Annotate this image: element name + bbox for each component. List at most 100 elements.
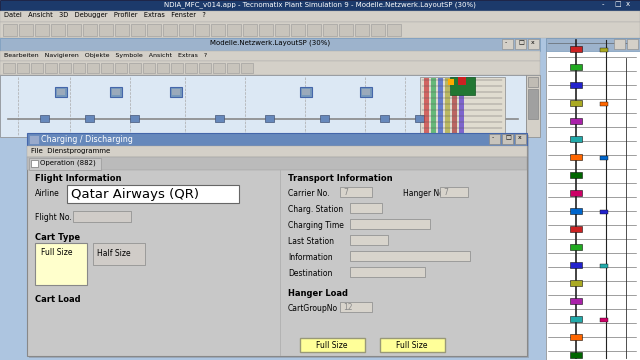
- Text: Modelle.Netzwerk.LayoutSP (30%): Modelle.Netzwerk.LayoutSP (30%): [210, 40, 330, 46]
- Bar: [17, 63, 29, 73]
- Bar: [0, 51, 540, 61]
- Bar: [163, 24, 177, 36]
- Bar: [40, 115, 49, 122]
- Text: Qatar Airways (QR): Qatar Airways (QR): [71, 188, 199, 201]
- Bar: [73, 211, 131, 222]
- Bar: [31, 160, 38, 167]
- Bar: [528, 89, 538, 119]
- Bar: [415, 115, 424, 122]
- Bar: [115, 24, 129, 36]
- Bar: [515, 39, 526, 49]
- Text: Last Station: Last Station: [288, 237, 334, 246]
- Bar: [627, 39, 638, 49]
- Bar: [73, 63, 85, 73]
- Bar: [570, 82, 582, 88]
- Bar: [570, 136, 582, 142]
- Text: Information: Information: [288, 253, 333, 262]
- Bar: [300, 87, 312, 97]
- Text: 12: 12: [343, 303, 353, 312]
- Bar: [355, 24, 369, 36]
- Bar: [83, 24, 97, 36]
- Bar: [440, 187, 468, 197]
- Bar: [570, 64, 582, 70]
- Bar: [438, 78, 443, 134]
- Bar: [546, 38, 640, 360]
- Bar: [300, 338, 365, 352]
- Bar: [0, 11, 640, 22]
- Text: Full Size: Full Size: [316, 341, 348, 350]
- Text: 7: 7: [343, 188, 348, 197]
- Bar: [570, 154, 582, 160]
- Bar: [131, 24, 145, 36]
- Bar: [350, 219, 430, 229]
- Bar: [600, 264, 608, 268]
- Text: Charg. Station: Charg. Station: [288, 205, 343, 214]
- Bar: [275, 24, 289, 36]
- Bar: [387, 24, 401, 36]
- Bar: [170, 87, 182, 97]
- Text: CartGroupNo: CartGroupNo: [288, 304, 338, 313]
- Bar: [546, 38, 640, 51]
- Text: -: -: [602, 1, 605, 8]
- Bar: [600, 210, 608, 214]
- Bar: [570, 46, 582, 52]
- Text: -: -: [505, 40, 508, 45]
- Bar: [614, 39, 625, 49]
- Bar: [179, 24, 193, 36]
- Bar: [51, 24, 65, 36]
- Bar: [129, 63, 141, 73]
- Bar: [27, 146, 527, 356]
- Bar: [424, 78, 429, 134]
- Bar: [489, 134, 500, 144]
- Bar: [3, 24, 17, 36]
- Bar: [115, 63, 127, 73]
- Bar: [323, 24, 337, 36]
- Text: Operation (882): Operation (882): [40, 160, 96, 166]
- Bar: [528, 77, 538, 87]
- Bar: [19, 24, 33, 36]
- Bar: [340, 187, 372, 197]
- Bar: [99, 24, 113, 36]
- Text: x: x: [626, 1, 630, 8]
- Text: 7: 7: [443, 188, 448, 197]
- Text: Destination: Destination: [288, 269, 332, 278]
- Bar: [87, 63, 99, 73]
- Bar: [259, 24, 273, 36]
- Bar: [502, 134, 513, 144]
- Bar: [291, 24, 305, 36]
- Bar: [29, 135, 529, 358]
- Bar: [350, 267, 425, 277]
- Bar: [431, 78, 436, 134]
- Bar: [570, 244, 582, 250]
- Bar: [570, 118, 582, 124]
- Bar: [57, 89, 65, 95]
- Bar: [452, 78, 457, 134]
- Bar: [570, 352, 582, 358]
- Bar: [227, 24, 241, 36]
- Bar: [600, 102, 608, 106]
- Bar: [350, 251, 470, 261]
- Bar: [213, 63, 225, 73]
- Bar: [157, 63, 169, 73]
- Bar: [0, 38, 540, 51]
- Bar: [0, 61, 540, 75]
- Bar: [0, 75, 526, 137]
- Text: Flight Information: Flight Information: [35, 174, 122, 183]
- Bar: [55, 87, 67, 97]
- Bar: [29, 158, 101, 170]
- Bar: [570, 172, 582, 178]
- Bar: [420, 77, 505, 135]
- Bar: [130, 115, 139, 122]
- Bar: [458, 77, 466, 85]
- Text: □: □: [614, 1, 621, 8]
- Bar: [27, 157, 527, 170]
- Bar: [195, 24, 209, 36]
- Bar: [67, 185, 239, 203]
- Bar: [371, 24, 385, 36]
- Text: -: -: [492, 135, 494, 140]
- Text: Flight No.: Flight No.: [35, 213, 72, 222]
- Text: x: x: [531, 40, 535, 45]
- Bar: [600, 156, 608, 160]
- Bar: [570, 190, 582, 196]
- Bar: [27, 146, 527, 157]
